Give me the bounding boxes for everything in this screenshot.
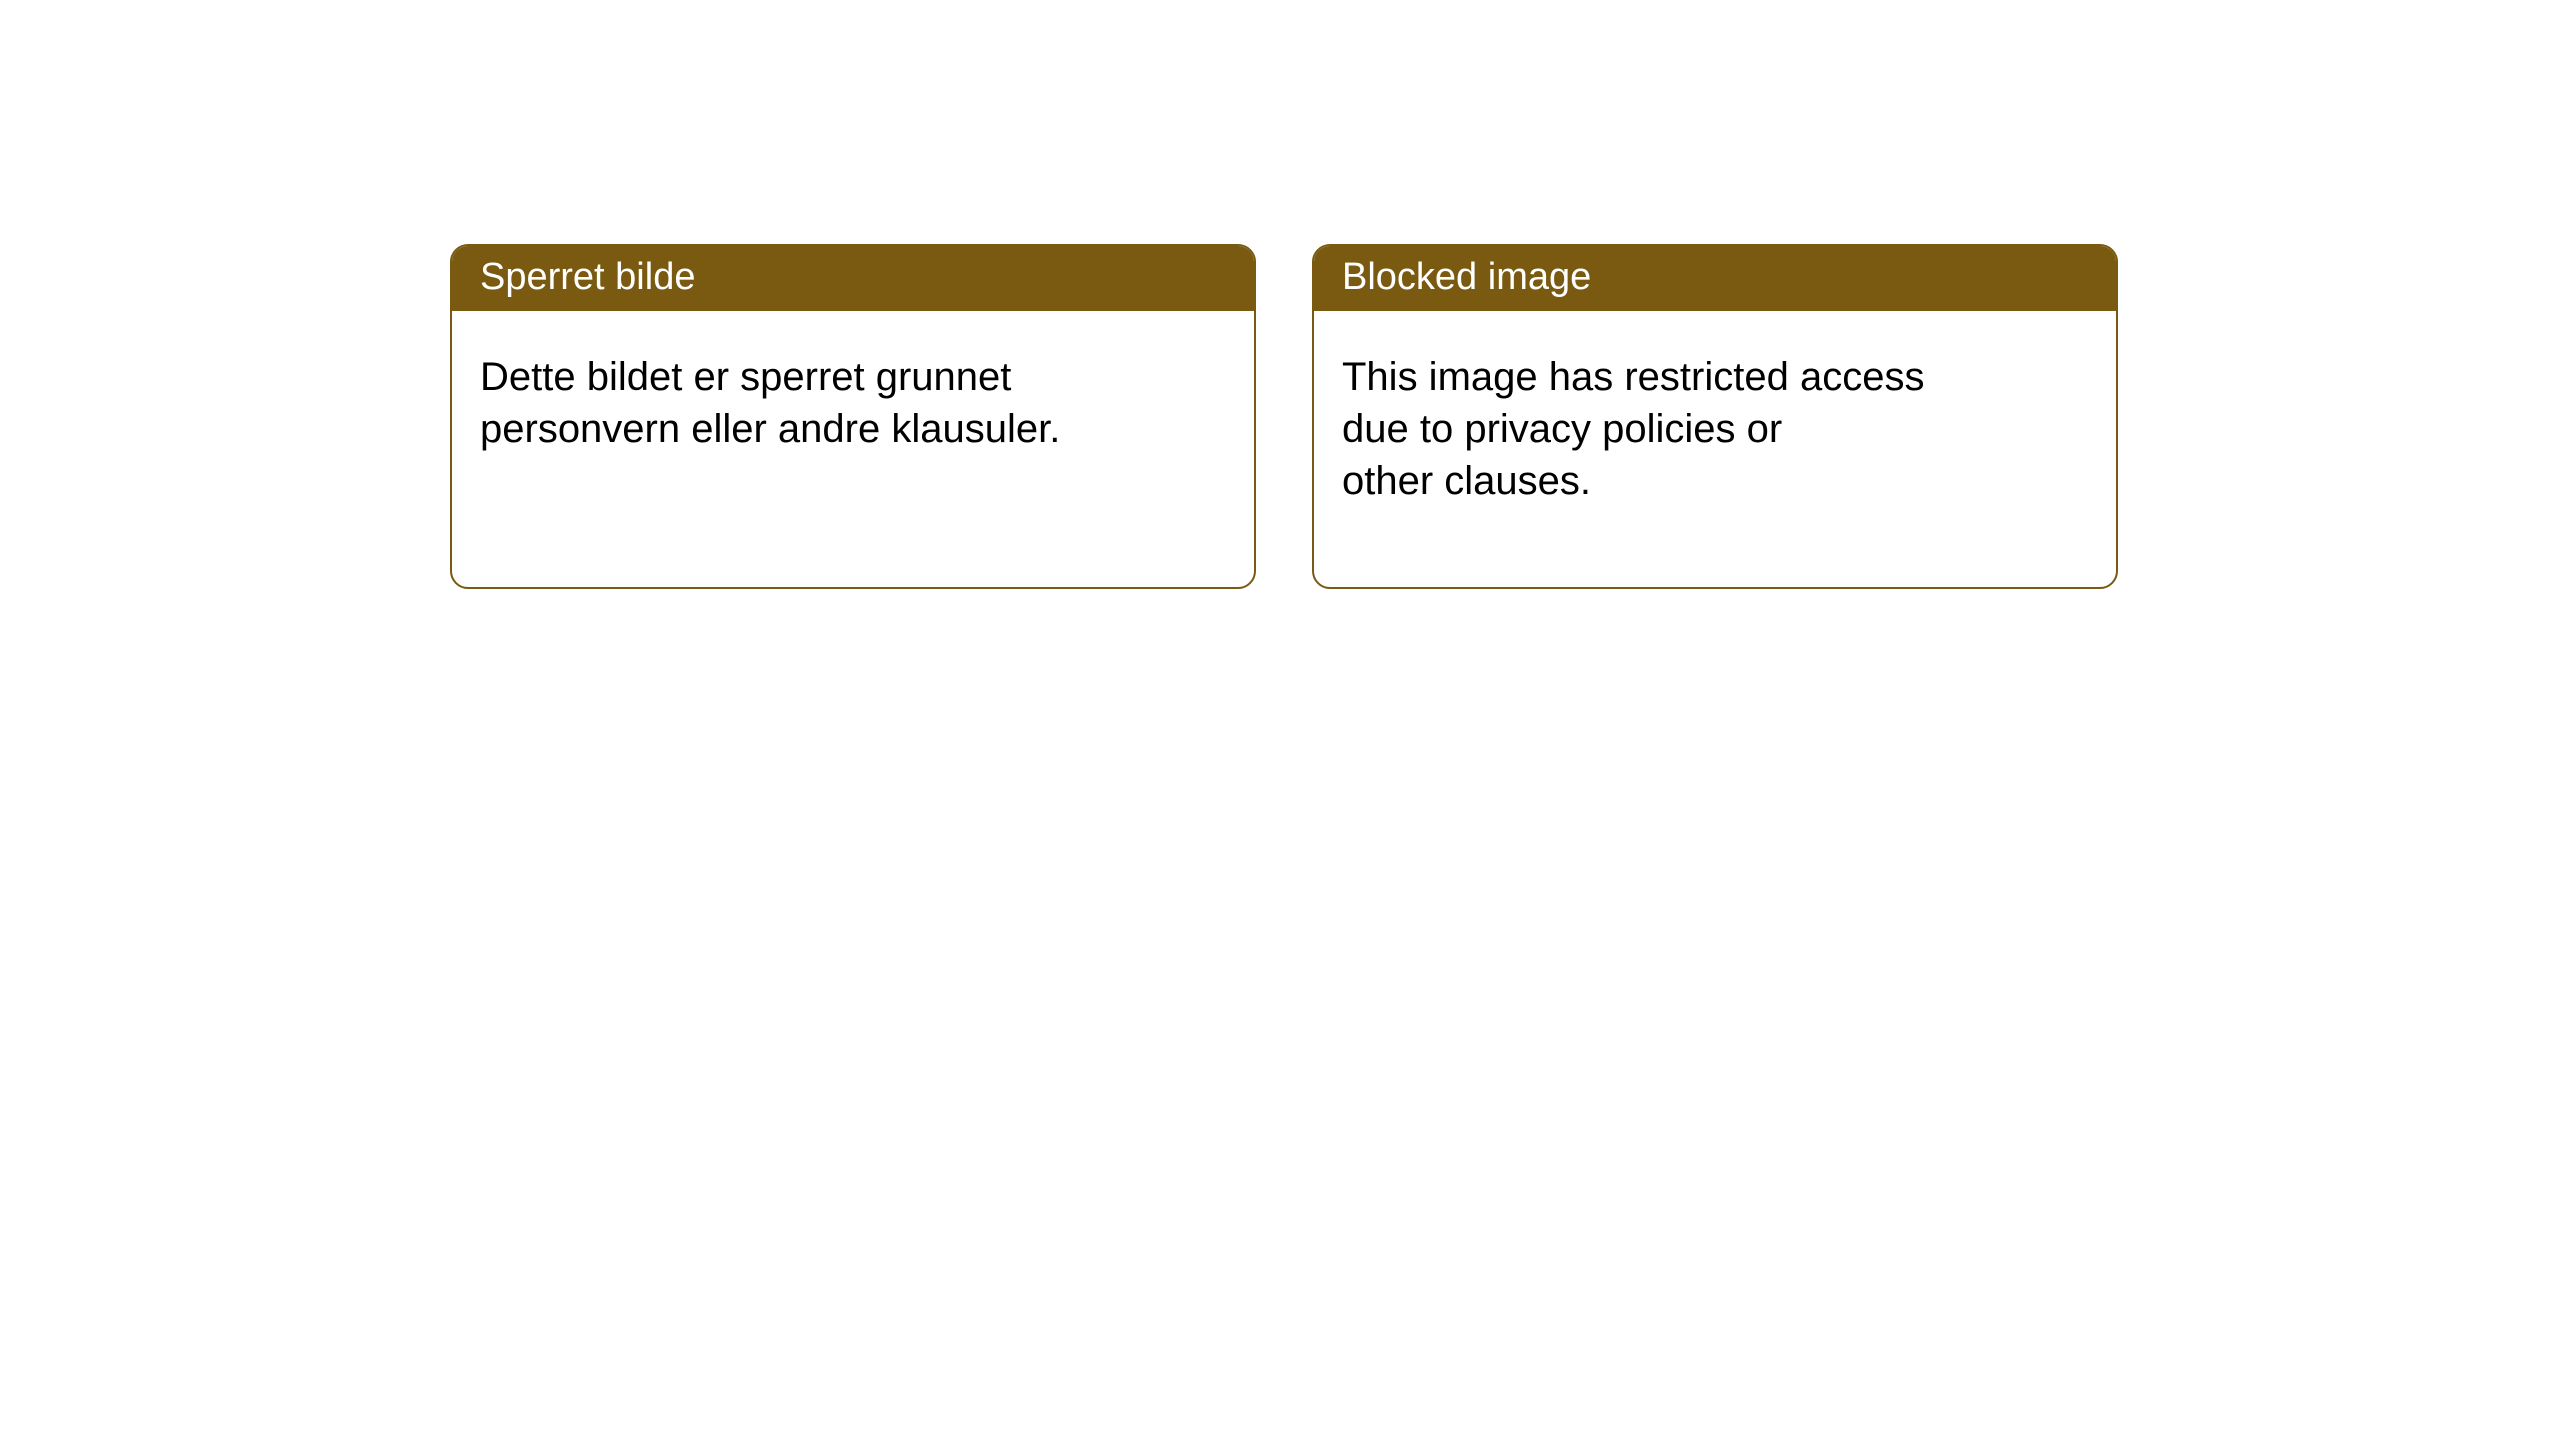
notice-container: Sperret bilde Dette bildet er sperret gr… [0, 0, 2560, 589]
notice-body: Dette bildet er sperret grunnet personve… [452, 311, 1254, 535]
notice-card-english: Blocked image This image has restricted … [1312, 244, 2118, 589]
notice-card-norwegian: Sperret bilde Dette bildet er sperret gr… [450, 244, 1256, 589]
notice-title: Sperret bilde [452, 246, 1254, 311]
notice-body: This image has restricted access due to … [1314, 311, 2116, 587]
notice-title: Blocked image [1314, 246, 2116, 311]
